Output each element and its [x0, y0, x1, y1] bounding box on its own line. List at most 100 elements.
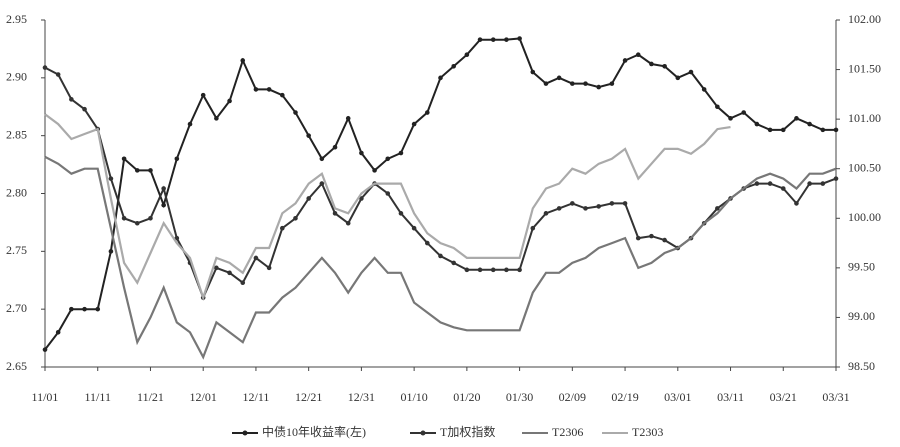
point-marker — [504, 267, 509, 273]
point-marker — [266, 87, 272, 92]
point-marker — [438, 75, 443, 81]
series-line — [44, 113, 731, 302]
x-tick-label: 03/31 — [822, 390, 849, 404]
point-marker — [240, 58, 246, 63]
point-marker — [134, 220, 140, 226]
point-marker — [345, 220, 351, 226]
x-tick-label: 01/10 — [400, 390, 427, 404]
point-marker — [319, 181, 325, 186]
point-marker — [543, 211, 549, 216]
point-marker — [161, 202, 166, 208]
point-marker — [609, 81, 615, 86]
point-marker — [253, 255, 259, 261]
x-tick-label: 03/21 — [770, 390, 797, 404]
series-line — [44, 66, 837, 301]
x-tick-label: 11/21 — [137, 390, 164, 404]
point-marker — [306, 196, 311, 201]
x-tick-label: 12/31 — [348, 390, 375, 404]
point-marker — [767, 181, 773, 186]
point-marker — [464, 267, 470, 273]
point-marker — [807, 121, 812, 127]
point-marker — [583, 81, 588, 86]
point-marker — [148, 168, 153, 173]
point-marker — [570, 201, 575, 206]
point-marker — [293, 110, 298, 115]
point-marker — [42, 347, 48, 352]
point-marker — [411, 121, 417, 127]
point-marker — [596, 84, 601, 90]
point-marker — [490, 37, 496, 42]
point-marker — [820, 127, 826, 133]
x-tick-label: 03/01 — [664, 390, 691, 404]
point-marker — [477, 267, 483, 273]
point-marker — [517, 36, 522, 41]
point-marker — [780, 186, 786, 191]
point-marker — [69, 306, 74, 312]
y-tick-label: 2.85 — [6, 127, 27, 141]
point-marker — [635, 235, 641, 241]
point-marker — [609, 201, 615, 206]
point-marker — [134, 168, 140, 173]
y2-tick-label: 100.50 — [848, 160, 881, 174]
point-marker — [570, 81, 575, 86]
point-marker — [438, 253, 443, 259]
point-marker — [240, 280, 246, 286]
point-marker — [385, 191, 391, 196]
point-marker — [42, 65, 48, 70]
x-tick-label: 01/20 — [453, 390, 480, 404]
point-marker — [701, 87, 707, 92]
point-marker — [174, 235, 180, 241]
point-marker — [477, 37, 483, 42]
point-marker — [121, 156, 127, 162]
legend-marker — [420, 430, 426, 436]
point-marker — [715, 206, 720, 211]
point-marker — [517, 267, 522, 273]
x-tick-label: 02/09 — [559, 390, 586, 404]
point-marker — [280, 225, 285, 231]
point-marker — [807, 181, 812, 186]
point-marker — [266, 265, 272, 271]
point-marker — [490, 267, 496, 273]
point-marker — [688, 69, 694, 75]
legend-marker — [242, 430, 248, 436]
point-marker — [767, 127, 773, 133]
point-marker — [596, 204, 601, 209]
point-marker — [780, 127, 786, 133]
point-marker — [345, 116, 351, 121]
y-tick-label: 2.70 — [6, 301, 27, 315]
legend-label: T2303 — [632, 425, 663, 439]
point-marker — [161, 186, 166, 191]
point-marker — [833, 176, 839, 181]
point-marker — [464, 52, 470, 57]
point-marker — [635, 52, 641, 57]
point-marker — [543, 81, 549, 86]
point-marker — [622, 58, 628, 63]
point-marker — [82, 306, 87, 312]
x-tick-label: 12/11 — [242, 390, 269, 404]
point-marker — [728, 116, 733, 121]
point-marker — [174, 156, 180, 162]
y-tick-label: 2.80 — [6, 185, 27, 199]
point-marker — [715, 104, 720, 110]
point-marker — [200, 92, 206, 98]
point-marker — [359, 150, 364, 156]
point-marker — [662, 237, 667, 243]
point-marker — [741, 110, 747, 115]
point-marker — [332, 144, 338, 150]
y-tick-label: 2.95 — [6, 12, 27, 26]
point-marker — [556, 75, 562, 81]
point-marker — [306, 133, 311, 138]
point-marker — [214, 116, 219, 121]
point-marker — [662, 63, 667, 69]
point-marker — [359, 196, 364, 201]
point-marker — [425, 110, 430, 115]
legend-label: T2306 — [552, 425, 583, 439]
legend-label: 中债10年收益率(左) — [262, 424, 366, 439]
point-marker — [385, 156, 391, 162]
point-marker — [794, 201, 799, 206]
point-marker — [187, 121, 193, 127]
point-marker — [108, 176, 114, 181]
point-marker — [649, 233, 654, 239]
point-marker — [649, 61, 654, 67]
point-marker — [121, 215, 127, 221]
